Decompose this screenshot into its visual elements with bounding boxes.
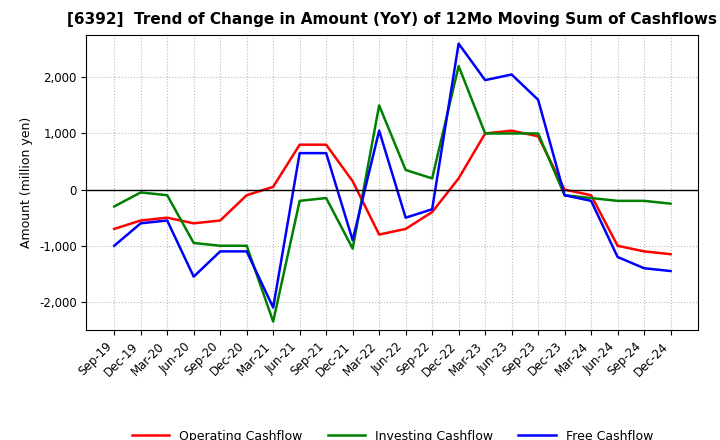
Legend: Operating Cashflow, Investing Cashflow, Free Cashflow: Operating Cashflow, Investing Cashflow, … — [127, 425, 658, 440]
Free Cashflow — [428, 207, 436, 212]
Free Cashflow — [560, 193, 569, 198]
Free Cashflow — [348, 238, 357, 243]
Operating Cashflow — [508, 128, 516, 133]
Investing Cashflow — [189, 240, 198, 246]
Operating Cashflow — [243, 193, 251, 198]
Investing Cashflow — [295, 198, 304, 203]
Operating Cashflow — [401, 226, 410, 231]
Operating Cashflow — [189, 221, 198, 226]
Free Cashflow — [136, 221, 145, 226]
Operating Cashflow — [322, 142, 330, 147]
Free Cashflow — [613, 254, 622, 260]
Free Cashflow — [322, 150, 330, 156]
Operating Cashflow — [454, 176, 463, 181]
Operating Cashflow — [110, 226, 119, 231]
Investing Cashflow — [243, 243, 251, 249]
Investing Cashflow — [322, 195, 330, 201]
Investing Cashflow — [481, 131, 490, 136]
Investing Cashflow — [110, 204, 119, 209]
Free Cashflow — [216, 249, 225, 254]
Free Cashflow — [243, 249, 251, 254]
Investing Cashflow — [401, 167, 410, 172]
Operating Cashflow — [269, 184, 277, 190]
Investing Cashflow — [348, 246, 357, 251]
Free Cashflow — [666, 268, 675, 274]
Y-axis label: Amount (million yen): Amount (million yen) — [20, 117, 33, 248]
Operating Cashflow — [534, 134, 542, 139]
Operating Cashflow — [666, 252, 675, 257]
Investing Cashflow — [587, 195, 595, 201]
Free Cashflow — [375, 128, 384, 133]
Operating Cashflow — [136, 218, 145, 223]
Free Cashflow — [189, 274, 198, 279]
Free Cashflow — [640, 266, 649, 271]
Operating Cashflow — [295, 142, 304, 147]
Operating Cashflow — [163, 215, 171, 220]
Free Cashflow — [110, 243, 119, 249]
Operating Cashflow — [481, 131, 490, 136]
Investing Cashflow — [428, 176, 436, 181]
Operating Cashflow — [375, 232, 384, 237]
Investing Cashflow — [375, 103, 384, 108]
Operating Cashflow — [216, 218, 225, 223]
Operating Cashflow — [348, 179, 357, 184]
Operating Cashflow — [587, 193, 595, 198]
Free Cashflow — [508, 72, 516, 77]
Investing Cashflow — [560, 193, 569, 198]
Line: Free Cashflow: Free Cashflow — [114, 44, 670, 308]
Investing Cashflow — [216, 243, 225, 249]
Investing Cashflow — [640, 198, 649, 203]
Line: Operating Cashflow: Operating Cashflow — [114, 131, 670, 254]
Investing Cashflow — [163, 193, 171, 198]
Free Cashflow — [481, 77, 490, 83]
Operating Cashflow — [640, 249, 649, 254]
Investing Cashflow — [508, 131, 516, 136]
Investing Cashflow — [666, 201, 675, 206]
Operating Cashflow — [560, 187, 569, 192]
Investing Cashflow — [269, 319, 277, 324]
Free Cashflow — [534, 97, 542, 103]
Free Cashflow — [454, 41, 463, 46]
Operating Cashflow — [613, 243, 622, 249]
Investing Cashflow — [613, 198, 622, 203]
Free Cashflow — [269, 305, 277, 310]
Investing Cashflow — [534, 131, 542, 136]
Investing Cashflow — [454, 63, 463, 69]
Free Cashflow — [163, 218, 171, 223]
Title: [6392]  Trend of Change in Amount (YoY) of 12Mo Moving Sum of Cashflows: [6392] Trend of Change in Amount (YoY) o… — [68, 12, 717, 27]
Investing Cashflow — [136, 190, 145, 195]
Free Cashflow — [401, 215, 410, 220]
Free Cashflow — [587, 198, 595, 203]
Line: Investing Cashflow: Investing Cashflow — [114, 66, 670, 322]
Operating Cashflow — [428, 209, 436, 215]
Free Cashflow — [295, 150, 304, 156]
